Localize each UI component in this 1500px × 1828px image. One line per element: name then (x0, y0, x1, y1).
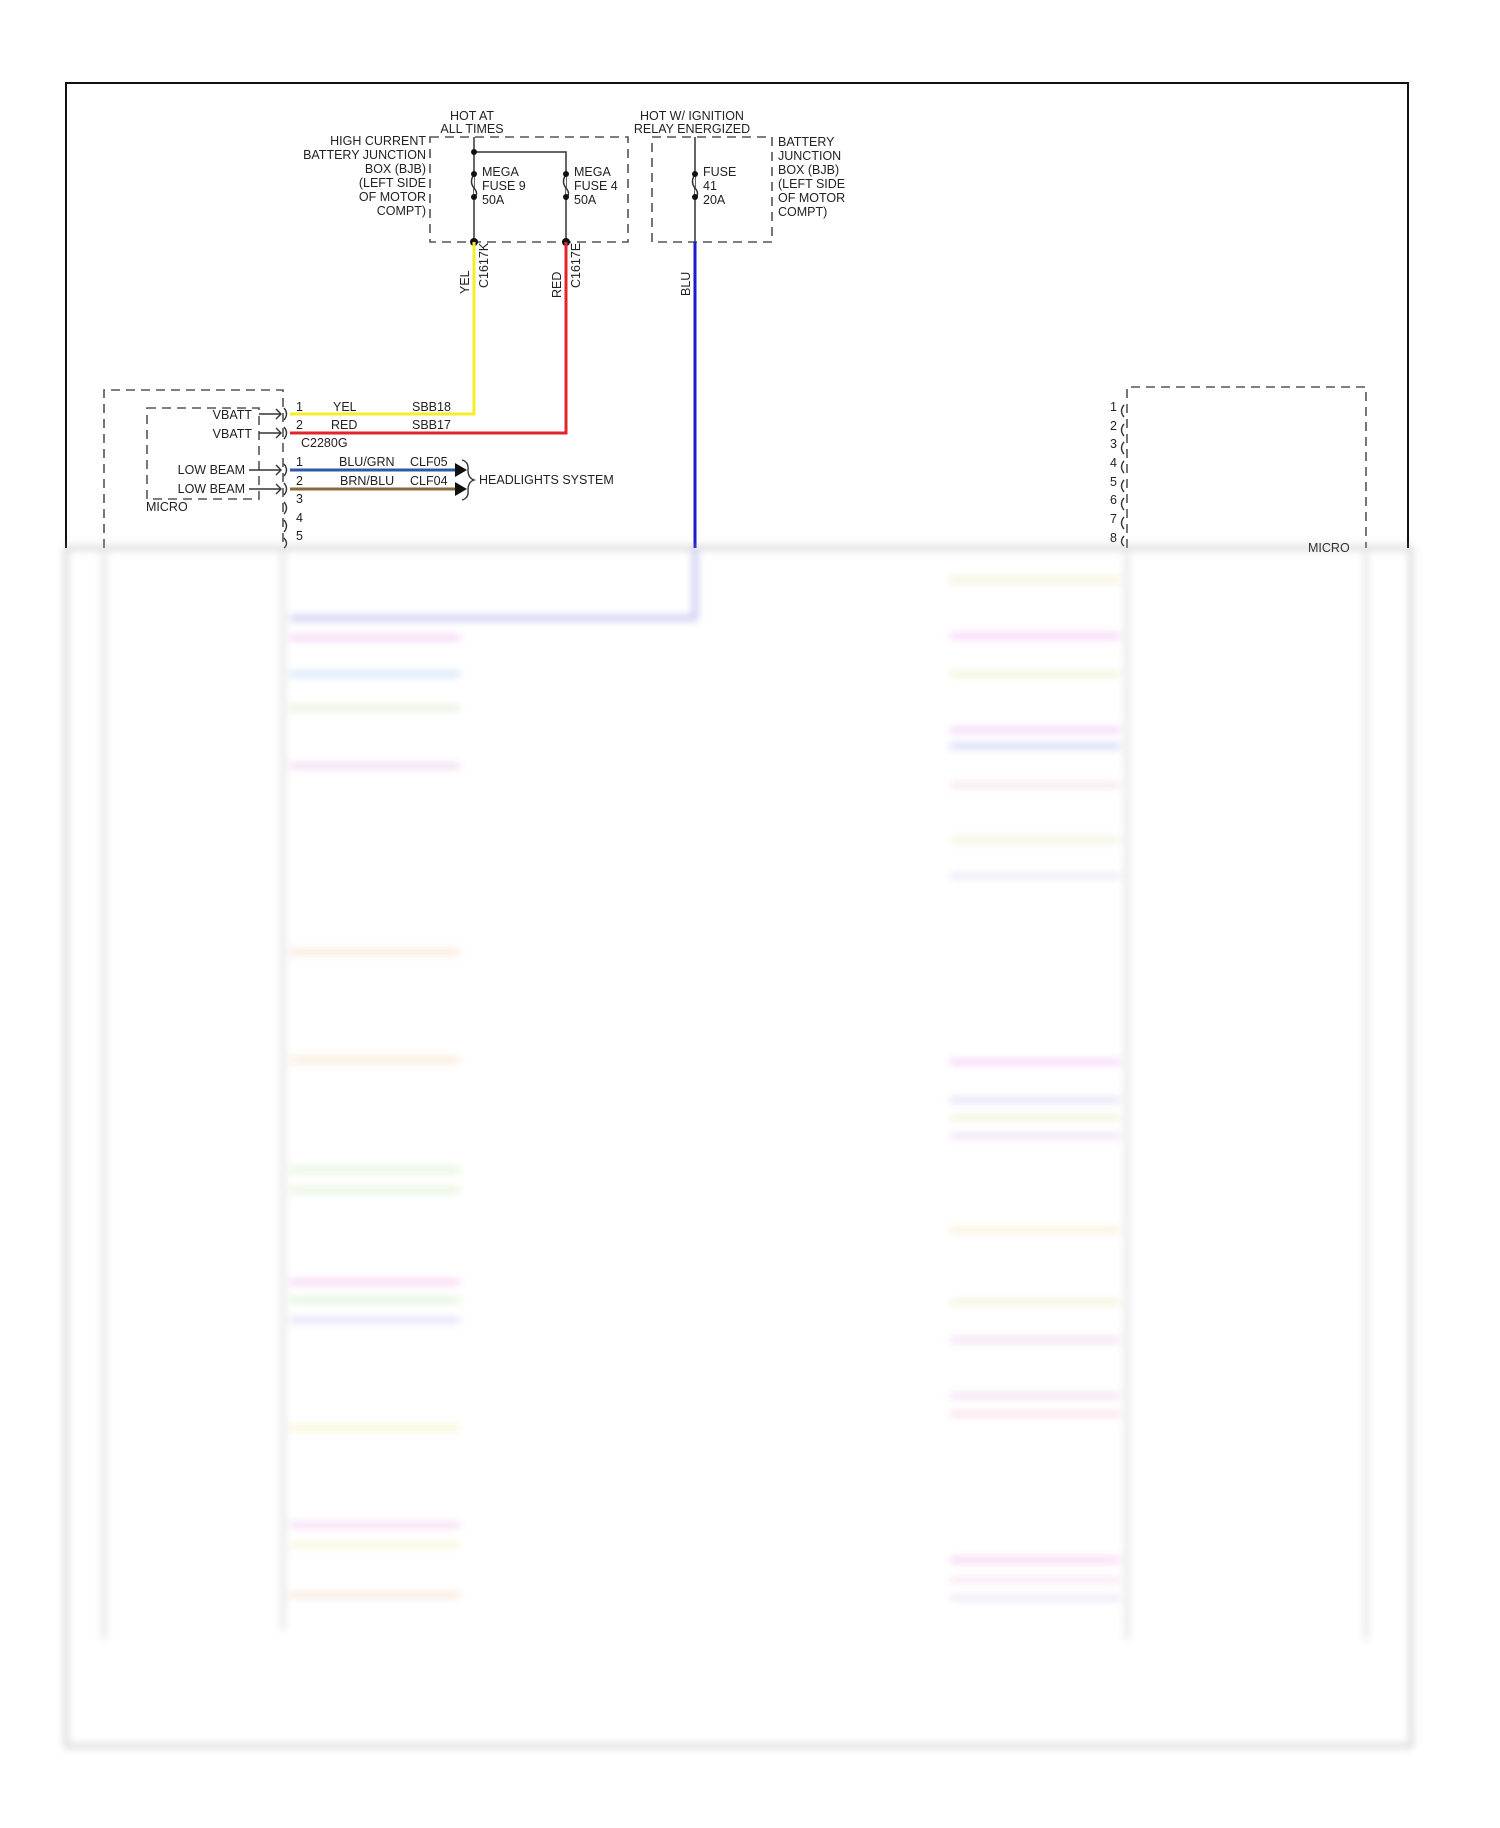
right-pin-6: 6 (1110, 493, 1117, 507)
pin-5: 5 (296, 529, 303, 543)
circuit-clf04: CLF04 (410, 474, 448, 488)
circuit-sbb17: SBB17 (412, 418, 451, 432)
headlights-system-label[interactable]: HEADLIGHTS SYSTEM (479, 473, 614, 487)
vbatt-label-2: VBATT (213, 427, 253, 441)
svg-text:MEGA: MEGA (482, 165, 519, 179)
wire-brn-blu-text: BRN/BLU (340, 474, 394, 488)
wire-red-label: RED (550, 272, 564, 298)
connector-c2280g: C2280G (301, 436, 348, 450)
right-micro-label: MICRO (1308, 541, 1350, 555)
arrow-icon (455, 463, 467, 496)
right-module-pins (1120, 404, 1125, 547)
diagram-frame (65, 82, 1409, 548)
low-beam-label-2: LOW BEAM (178, 482, 245, 496)
svg-text:COMPT): COMPT) (377, 204, 426, 218)
right-pin-4: 4 (1110, 456, 1117, 470)
svg-text:BATTERY JUNCTION: BATTERY JUNCTION (303, 148, 426, 162)
pin-1: 1 (296, 400, 303, 414)
right-pin-8: 8 (1110, 531, 1117, 545)
pin-1-low-beam: 1 (296, 455, 303, 469)
left-module-box (103, 389, 284, 548)
mega-fuse-4: MEGA FUSE 4 50A (562, 165, 618, 207)
svg-text:BATTERY: BATTERY (778, 135, 835, 149)
wire-yel-label: YEL (458, 270, 472, 294)
wire-blu-label: BLU (679, 272, 693, 296)
mega-fuse-9: MEGA FUSE 9 50A (470, 165, 526, 207)
svg-text:41: 41 (703, 179, 717, 193)
svg-text:FUSE: FUSE (703, 165, 736, 179)
right-pin-5: 5 (1110, 475, 1117, 489)
wire-red-sbb17 (290, 242, 568, 435)
pin-3: 3 (296, 492, 303, 506)
right-pin-2: 2 (1110, 419, 1117, 433)
low-beam-label-1: LOW BEAM (178, 463, 245, 477)
connector-c1617k: C1617K (477, 242, 491, 288)
bjb-box (651, 136, 773, 243)
hot-at-all-times-label-2: ALL TIMES (440, 122, 503, 136)
high-current-bjb-box (429, 136, 629, 243)
svg-text:FUSE 9: FUSE 9 (482, 179, 526, 193)
svg-text:50A: 50A (574, 193, 597, 207)
svg-text:JUNCTION: JUNCTION (778, 149, 841, 163)
right-module-box (1126, 386, 1367, 548)
vbatt-label-1: VBATT (213, 408, 253, 422)
right-pin-7: 7 (1110, 512, 1117, 526)
svg-text:MEGA: MEGA (574, 165, 611, 179)
svg-text:(LEFT SIDE: (LEFT SIDE (359, 176, 426, 190)
hot-at-all-times-label: HOT AT (450, 109, 494, 123)
circuit-sbb18: SBB18 (412, 400, 451, 414)
pin-2: 2 (296, 418, 303, 432)
svg-text:OF MOTOR: OF MOTOR (359, 190, 426, 204)
wire-yel-text: YEL (333, 400, 357, 414)
micro-label: MICRO (146, 500, 188, 514)
bjb-label: BATTERY JUNCTION BOX (BJB) (LEFT SIDE OF… (778, 135, 845, 219)
svg-text:20A: 20A (703, 193, 726, 207)
right-pin-1: 1 (1110, 400, 1117, 414)
svg-text:COMPT): COMPT) (778, 205, 827, 219)
wire-yel-sbb18 (290, 242, 476, 416)
right-pin-3: 3 (1110, 437, 1117, 451)
fuse-41: FUSE 41 20A (691, 165, 736, 207)
svg-text:50A: 50A (482, 193, 505, 207)
pin-4: 4 (296, 511, 303, 525)
svg-text:HIGH CURRENT: HIGH CURRENT (330, 134, 426, 148)
high-current-bjb-label: HIGH CURRENT BATTERY JUNCTION BOX (BJB) … (303, 134, 426, 218)
hot-ignition-label-2: RELAY ENERGIZED (634, 122, 750, 136)
svg-text:BOX (BJB): BOX (BJB) (365, 162, 426, 176)
wire-blu-grn-text: BLU/GRN (339, 455, 395, 469)
blurred-diagram-region (64, 546, 1413, 1748)
circuit-clf05: CLF05 (410, 455, 448, 469)
svg-text:(LEFT SIDE: (LEFT SIDE (778, 177, 845, 191)
connector-c1617e: C1617E (569, 243, 583, 288)
svg-text:FUSE 4: FUSE 4 (574, 179, 618, 193)
pin-2-low-beam: 2 (296, 474, 303, 488)
svg-text:BOX (BJB): BOX (BJB) (778, 163, 839, 177)
svg-text:OF MOTOR: OF MOTOR (778, 191, 845, 205)
wire-red-text: RED (331, 418, 357, 432)
hot-ignition-label: HOT W/ IGNITION (640, 109, 744, 123)
micro-box (146, 407, 260, 500)
